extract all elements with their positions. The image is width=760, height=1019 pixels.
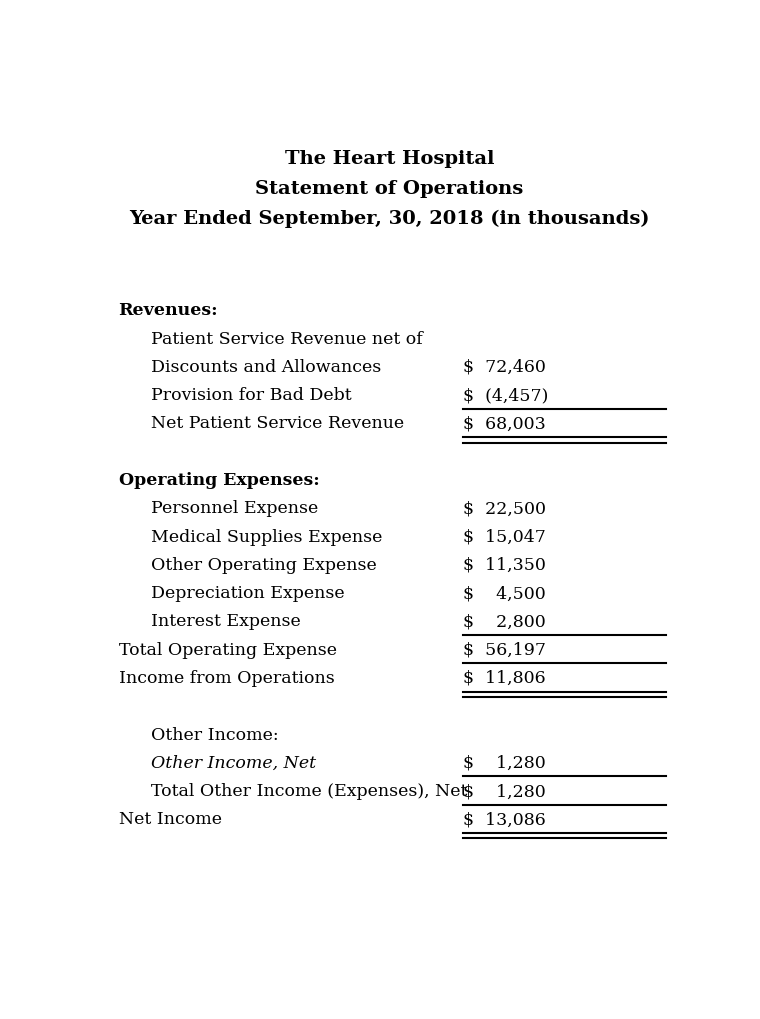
Text: Other Income:: Other Income: — [151, 726, 279, 743]
Text: Personnel Expense: Personnel Expense — [151, 500, 318, 517]
Text: $  56,197: $ 56,197 — [463, 641, 546, 658]
Text: $  22,500: $ 22,500 — [463, 500, 546, 517]
Text: $    2,800: $ 2,800 — [463, 612, 546, 630]
Text: Operating Expenses:: Operating Expenses: — [119, 472, 319, 488]
Text: $  13,086: $ 13,086 — [463, 810, 546, 827]
Text: Medical Supplies Expense: Medical Supplies Expense — [151, 528, 382, 545]
Text: Income from Operations: Income from Operations — [119, 669, 334, 686]
Text: $    1,280: $ 1,280 — [463, 754, 546, 771]
Text: Provision for Bad Debt: Provision for Bad Debt — [151, 387, 352, 404]
Text: Year Ended September, 30, 2018 (in thousands): Year Ended September, 30, 2018 (in thous… — [129, 209, 650, 227]
Text: The Heart Hospital: The Heart Hospital — [285, 150, 494, 168]
Text: $  15,047: $ 15,047 — [463, 528, 546, 545]
Text: Discounts and Allowances: Discounts and Allowances — [151, 359, 382, 376]
Text: $  72,460: $ 72,460 — [463, 359, 546, 376]
Text: Net Income: Net Income — [119, 810, 222, 827]
Text: $  68,003: $ 68,003 — [463, 415, 546, 432]
Text: Interest Expense: Interest Expense — [151, 612, 301, 630]
Text: Other Income, Net: Other Income, Net — [151, 754, 316, 771]
Text: Revenues:: Revenues: — [119, 302, 218, 319]
Text: Other Operating Expense: Other Operating Expense — [151, 556, 377, 574]
Text: Net Patient Service Revenue: Net Patient Service Revenue — [151, 415, 404, 432]
Text: $  11,806: $ 11,806 — [463, 669, 546, 686]
Text: Statement of Operations: Statement of Operations — [255, 179, 524, 198]
Text: $  (4,457): $ (4,457) — [463, 387, 549, 404]
Text: $  11,350: $ 11,350 — [463, 556, 546, 574]
Text: Total Other Income (Expenses), Net: Total Other Income (Expenses), Net — [151, 783, 467, 799]
Text: $    1,280: $ 1,280 — [463, 783, 546, 799]
Text: $    4,500: $ 4,500 — [463, 585, 546, 601]
Text: Total Operating Expense: Total Operating Expense — [119, 641, 337, 658]
Text: Depreciation Expense: Depreciation Expense — [151, 585, 344, 601]
Text: Patient Service Revenue net of: Patient Service Revenue net of — [151, 330, 423, 347]
